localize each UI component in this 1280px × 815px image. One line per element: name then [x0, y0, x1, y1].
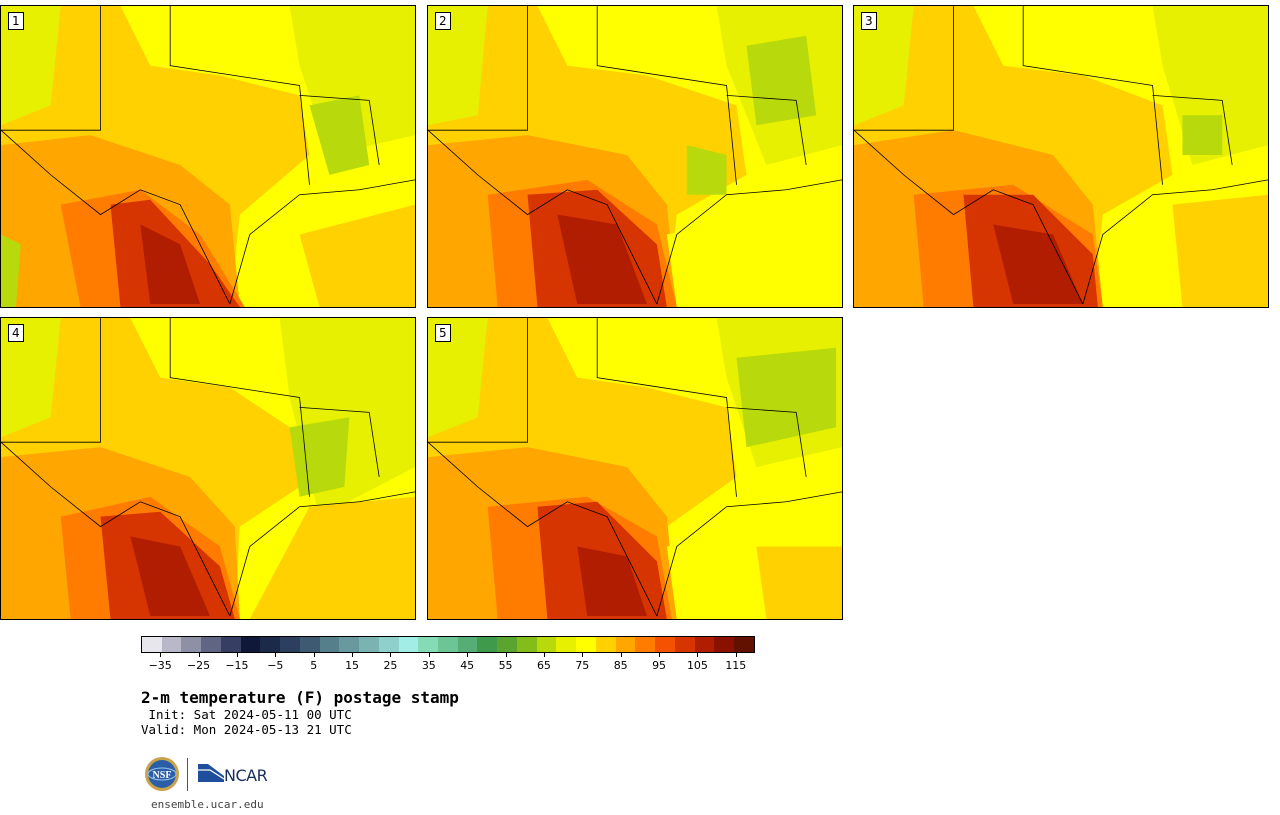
colorbar-tick-label: 35	[421, 659, 436, 672]
colorbar-tick-label: 5	[310, 659, 318, 672]
colorbar-tick	[543, 653, 545, 657]
colorbar-swatch	[595, 637, 616, 652]
plot-title: 2-m temperature (F) postage stamp	[141, 688, 459, 707]
map-panel-3: 3	[853, 5, 1269, 308]
colorbar-swatch	[674, 637, 695, 652]
colorbar-swatch	[635, 637, 656, 652]
colorbar-tick-label: 45	[460, 659, 475, 672]
colorbar-swatch	[398, 637, 419, 652]
colorbar-tick	[198, 653, 200, 657]
panel-number-label: 4	[8, 324, 24, 342]
colorbar-swatch	[694, 637, 715, 652]
colorbar-swatch	[142, 637, 162, 652]
colorbar-tick	[236, 653, 238, 657]
colorbar-tick-label: 55	[498, 659, 513, 672]
colorbar-tick	[390, 653, 392, 657]
panel-number-label: 1	[8, 12, 24, 30]
colorbar-tick-label: −25	[186, 659, 211, 672]
colorbar-tick	[582, 653, 584, 657]
colorbar-tick	[428, 653, 430, 657]
colorbar-tick	[735, 653, 737, 657]
colorbar-swatch	[201, 637, 221, 652]
temperature-map-5	[428, 318, 842, 619]
colorbar-swatch	[280, 637, 300, 652]
colorbar-swatch	[181, 637, 202, 652]
colorbar-tick	[160, 653, 162, 657]
colorbar-tick-label: −5	[267, 659, 284, 672]
temperature-map-1	[1, 6, 415, 307]
colorbar-ticks: −35 −25 −15 −5 5 15 25 35 45 55 65 75 85 95 105 115	[141, 653, 755, 673]
temperature-colorbar	[141, 636, 755, 653]
nsf-globe-icon: NSF	[145, 757, 179, 791]
colorbar-swatch	[477, 637, 498, 652]
colorbar-tick-label: 25	[383, 659, 398, 672]
colorbar-tick-label: −15	[225, 659, 249, 672]
colorbar-swatch	[556, 637, 577, 652]
init-time: Init: Sat 2024-05-11 00 UTC	[141, 707, 352, 722]
map-panel-2: 2	[427, 5, 843, 308]
colorbar-tick	[313, 653, 315, 657]
map-panel-5: 5	[427, 317, 843, 620]
colorbar-swatch	[319, 637, 340, 652]
colorbar-swatch	[536, 637, 557, 652]
colorbar-swatch	[378, 637, 399, 652]
colorbar-tick	[620, 653, 622, 657]
colorbar-tick-label: 105	[686, 659, 708, 672]
colorbar-tick-label: −35	[148, 659, 172, 672]
panel-number-label: 3	[861, 12, 877, 30]
colorbar-tick-label: 85	[613, 659, 628, 672]
ncar-logo-text: NCAR	[224, 766, 268, 785]
colorbar-tick-label: 95	[652, 659, 667, 672]
colorbar-swatch	[339, 637, 360, 652]
nsf-logo-text: NSF	[153, 770, 172, 781]
colorbar-tick	[275, 653, 277, 657]
colorbar-tick	[505, 653, 507, 657]
colorbar-tick	[467, 653, 469, 657]
colorbar-swatch	[714, 637, 735, 652]
temperature-map-2	[428, 6, 842, 307]
colorbar-swatch	[655, 637, 675, 652]
colorbar-swatch	[359, 637, 379, 652]
colorbar-swatch	[299, 637, 320, 652]
colorbar-swatch	[497, 637, 517, 652]
valid-time: Valid: Mon 2024-05-13 21 UTC	[141, 722, 352, 737]
colorbar-tick-label: 115	[725, 659, 747, 672]
colorbar-tick-label: 65	[536, 659, 551, 672]
colorbar-swatch	[161, 637, 182, 652]
colorbar-swatch	[457, 637, 478, 652]
colorbar-swatch	[220, 637, 241, 652]
site-url: ensemble.ucar.edu	[151, 798, 264, 811]
colorbar-tick-label: 75	[575, 659, 590, 672]
colorbar-tick-label: 15	[345, 659, 360, 672]
map-panel-1: 1	[0, 5, 416, 308]
map-panel-4: 4	[0, 317, 416, 620]
colorbar-swatch	[260, 637, 281, 652]
panel-number-label: 2	[435, 12, 451, 30]
colorbar-swatch	[438, 637, 458, 652]
colorbar-swatch	[615, 637, 636, 652]
colorbar-tick	[659, 653, 661, 657]
colorbar-tick	[352, 653, 354, 657]
ncar-mountain-icon	[198, 764, 224, 782]
logo-separator	[187, 758, 188, 791]
colorbar-swatch	[418, 637, 439, 652]
colorbar-tick	[697, 653, 699, 657]
colorbar-swatch	[576, 637, 596, 652]
colorbar-swatch	[734, 637, 754, 652]
colorbar-swatch	[516, 637, 537, 652]
temperature-map-4	[1, 318, 415, 619]
panel-number-label: 5	[435, 324, 451, 342]
temperature-map-3	[854, 6, 1268, 307]
colorbar-swatch	[240, 637, 261, 652]
